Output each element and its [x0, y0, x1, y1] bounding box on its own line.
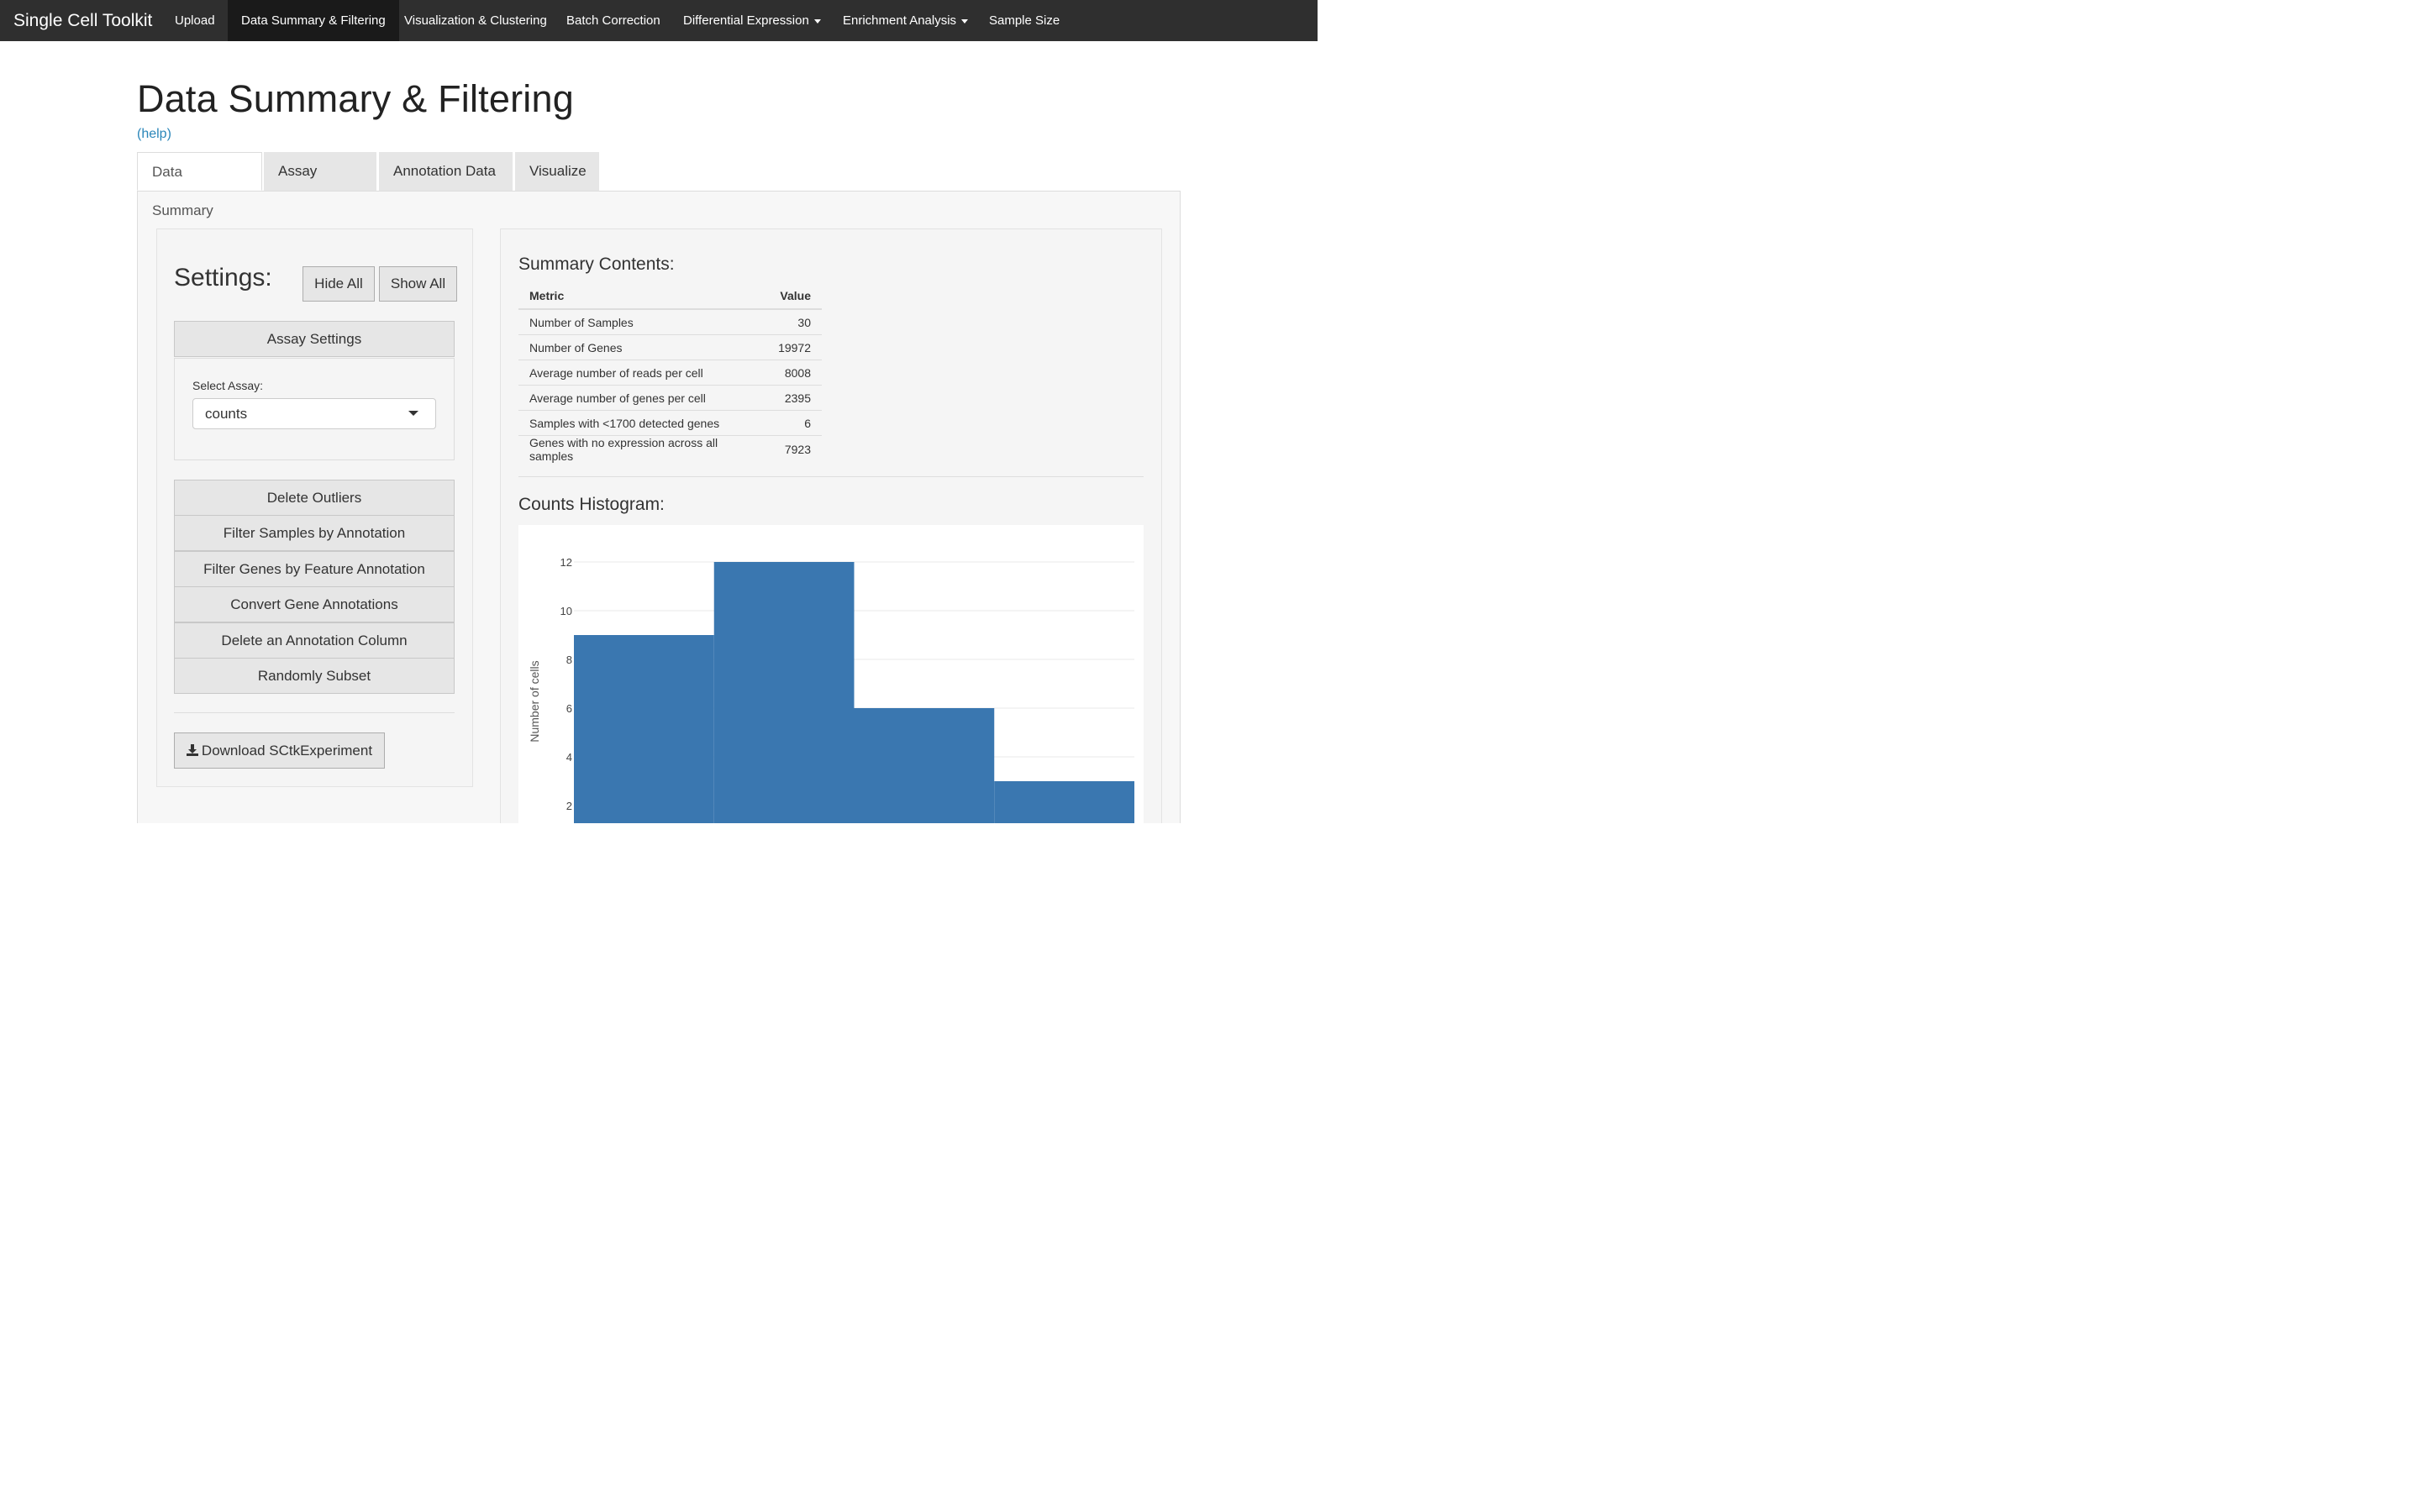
caret-down-icon — [408, 411, 418, 416]
metric-cell: Average number of reads per cell — [518, 360, 767, 386]
counts-histogram-chart: 2 4 6 8 10 12 Number of cells — [518, 525, 1144, 823]
histogram-bar — [574, 635, 714, 823]
hide-all-button[interactable]: Hide All — [302, 266, 375, 302]
histogram-bar — [994, 781, 1134, 823]
y-tick-label: 2 — [566, 800, 572, 812]
nav-differential-expression-label: Differential Expression — [683, 13, 809, 28]
download-sctkexperiment-button[interactable]: Download SCtkExperiment — [174, 732, 385, 769]
show-all-button[interactable]: Show All — [379, 266, 457, 302]
value-cell: 7923 — [767, 436, 822, 464]
delete-annotation-column-button[interactable]: Delete an Annotation Column — [174, 622, 455, 659]
tab-annotation-data[interactable]: Annotation Data — [379, 152, 513, 191]
filter-genes-by-feature-annotation-button[interactable]: Filter Genes by Feature Annotation — [174, 551, 455, 587]
table-row: Average number of genes per cell 2395 — [518, 386, 822, 411]
tab-visualize[interactable]: Visualize — [515, 152, 599, 191]
table-row: Genes with no expression across all samp… — [518, 436, 822, 464]
select-assay-label: Select Assay: — [192, 379, 263, 392]
value-cell: 19972 — [767, 335, 822, 360]
nav-batch-correction[interactable]: Batch Correction — [553, 0, 674, 41]
settings-divider — [174, 712, 455, 713]
filter-samples-by-annotation-button[interactable]: Filter Samples by Annotation — [174, 515, 455, 551]
nav-differential-expression[interactable]: Differential Expression — [670, 0, 834, 41]
randomly-subset-button[interactable]: Randomly Subset — [174, 658, 455, 694]
table-row: Number of Samples 30 — [518, 309, 822, 335]
metric-cell: Average number of genes per cell — [518, 386, 767, 411]
y-tick-label: 10 — [560, 605, 572, 617]
summary-divider — [518, 476, 1144, 477]
histogram-svg: 2 4 6 8 10 12 Number of cells — [518, 525, 1144, 823]
histogram-bar — [714, 562, 855, 823]
settings-title: Settings: — [174, 264, 272, 292]
value-cell: 8008 — [767, 360, 822, 386]
caret-down-icon — [814, 19, 821, 24]
table-row: Average number of reads per cell 8008 — [518, 360, 822, 386]
select-assay-dropdown[interactable]: counts — [192, 398, 436, 429]
page-title: Data Summary & Filtering — [137, 77, 574, 121]
y-tick-label: 12 — [560, 556, 572, 569]
nav-enrichment-analysis-label: Enrichment Analysis — [843, 13, 956, 28]
nav-visualization-clustering[interactable]: Visualization & Clustering — [391, 0, 560, 41]
summary-contents-title: Summary Contents: — [518, 255, 675, 275]
y-tick-label: 4 — [566, 751, 572, 764]
table-row: Number of Genes 19972 — [518, 335, 822, 360]
tab-data-summary[interactable]: Data Summary — [137, 152, 262, 191]
app-page: Single Cell Toolkit Upload Data Summary … — [0, 0, 1318, 823]
column-header-metric: Metric — [518, 283, 767, 309]
nav-data-summary-filtering[interactable]: Data Summary & Filtering — [228, 0, 399, 41]
convert-gene-annotations-button[interactable]: Convert Gene Annotations — [174, 586, 455, 622]
caret-down-icon — [961, 19, 968, 24]
value-cell: 30 — [767, 309, 822, 335]
assay-settings-button[interactable]: Assay Settings — [174, 321, 455, 357]
metric-cell: Genes with no expression across all samp… — [518, 436, 767, 464]
help-link[interactable]: (help) — [137, 127, 171, 142]
select-assay-value: counts — [205, 399, 247, 429]
value-cell: 6 — [767, 411, 822, 436]
metric-cell: Samples with <1700 detected genes — [518, 411, 767, 436]
app-brand[interactable]: Single Cell Toolkit — [13, 0, 152, 41]
y-tick-label: 6 — [566, 702, 572, 715]
summary-table: Metric Value Number of Samples 30 Number … — [518, 283, 822, 463]
column-header-value: Value — [767, 283, 822, 309]
delete-outliers-button[interactable]: Delete Outliers — [174, 480, 455, 516]
download-label: Download SCtkExperiment — [202, 743, 372, 759]
download-icon — [187, 744, 198, 756]
table-row: Samples with <1700 detected genes 6 — [518, 411, 822, 436]
metric-cell: Number of Genes — [518, 335, 767, 360]
metric-cell: Number of Samples — [518, 309, 767, 335]
tab-assay-details[interactable]: Assay Details — [264, 152, 376, 191]
summary-table-header: Metric Value — [518, 283, 822, 309]
value-cell: 2395 — [767, 386, 822, 411]
top-navbar: Single Cell Toolkit Upload Data Summary … — [0, 0, 1318, 41]
y-axis-label: Number of cells — [528, 660, 541, 742]
y-tick-label: 8 — [566, 654, 572, 666]
histogram-bar — [855, 708, 995, 823]
nav-sample-size[interactable]: Sample Size — [976, 0, 1073, 41]
nav-enrichment-analysis[interactable]: Enrichment Analysis — [829, 0, 981, 41]
nav-upload[interactable]: Upload — [161, 0, 229, 41]
counts-histogram-title: Counts Histogram: — [518, 495, 665, 515]
